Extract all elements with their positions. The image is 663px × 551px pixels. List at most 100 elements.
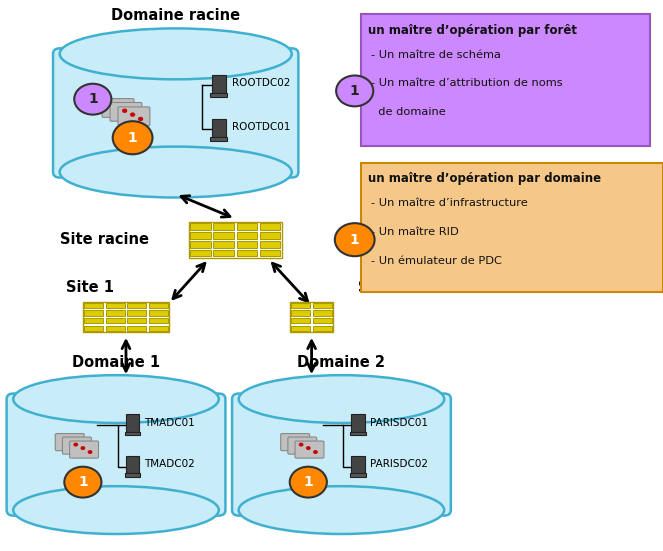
Bar [190,250,211,257]
FancyBboxPatch shape [70,441,99,458]
Text: - Un maître d’attribution de noms: - Un maître d’attribution de noms [371,78,563,88]
Bar [237,223,257,230]
Bar [106,310,125,316]
Text: - Un maître RID: - Un maître RID [371,227,459,237]
Circle shape [130,112,135,117]
Bar [213,223,234,230]
Circle shape [335,223,375,256]
Bar [149,326,168,331]
Text: Domaine 1: Domaine 1 [72,355,160,370]
FancyBboxPatch shape [110,102,142,121]
Text: 1: 1 [304,475,313,489]
Text: ROOTDC02: ROOTDC02 [232,78,290,88]
Text: TMADC02: TMADC02 [145,460,196,469]
Bar [84,310,103,316]
Bar [290,302,333,332]
Circle shape [138,117,143,121]
Text: 1: 1 [350,84,359,98]
FancyBboxPatch shape [102,99,134,117]
FancyBboxPatch shape [361,14,650,146]
Circle shape [113,121,152,154]
Circle shape [74,84,111,115]
Bar [292,318,310,323]
Text: un maître d’opération par domaine: un maître d’opération par domaine [368,172,601,186]
Ellipse shape [13,486,219,534]
Circle shape [336,75,373,106]
FancyBboxPatch shape [361,163,663,292]
Bar [190,232,211,239]
Bar [260,223,280,230]
Bar [260,232,280,239]
Text: - Un maître d’infrastructure: - Un maître d’infrastructure [371,198,528,208]
Text: 1: 1 [350,233,359,247]
Bar [313,318,332,323]
Circle shape [64,467,101,498]
Bar [127,318,147,323]
Bar [351,414,365,432]
Circle shape [80,446,86,450]
Text: - Un maître de schéma: - Un maître de schéma [371,50,501,60]
Bar [350,473,366,477]
Bar [127,326,147,331]
Text: 1: 1 [78,475,88,489]
Ellipse shape [60,147,292,197]
Bar [260,241,280,247]
Bar [149,318,168,323]
Ellipse shape [239,375,444,423]
Bar [126,456,139,473]
Bar [189,222,282,258]
Bar [213,232,234,239]
Bar [213,250,234,257]
Text: TMADC01: TMADC01 [145,418,196,428]
Ellipse shape [13,375,219,423]
Bar [237,232,257,239]
Bar [83,302,169,332]
FancyBboxPatch shape [232,393,451,516]
Bar [213,241,234,247]
Text: ROOTDC01: ROOTDC01 [232,122,290,132]
Text: de domaine: de domaine [371,107,446,117]
FancyBboxPatch shape [53,48,298,177]
Bar [127,303,147,308]
Bar [292,326,310,331]
FancyBboxPatch shape [55,434,84,451]
Bar [313,310,332,316]
FancyBboxPatch shape [280,434,310,451]
Bar [210,137,227,141]
Text: Site 1: Site 1 [66,280,114,295]
FancyBboxPatch shape [7,393,225,516]
Bar [84,303,103,308]
Bar [126,414,139,432]
Bar [210,93,227,97]
Bar [149,310,168,316]
Bar [84,318,103,323]
Bar [351,456,365,473]
Bar [84,326,103,331]
Bar [125,431,141,435]
Bar [106,303,125,308]
Text: - Un émulateur de PDC: - Un émulateur de PDC [371,256,502,266]
Bar [106,318,125,323]
Bar [237,241,257,247]
Text: un maître d’opération par forêt: un maître d’opération par forêt [368,24,577,37]
Text: Domaine 2: Domaine 2 [298,355,385,370]
Bar [190,223,211,230]
Text: PARISDC02: PARISDC02 [370,460,428,469]
Bar [211,118,226,137]
Text: Domaine racine: Domaine racine [111,8,240,23]
Bar [350,431,366,435]
Bar [237,250,257,257]
Circle shape [290,467,327,498]
FancyBboxPatch shape [62,437,91,454]
FancyBboxPatch shape [118,107,150,126]
Text: 1: 1 [128,131,137,145]
Bar [211,74,226,93]
Bar [127,310,147,316]
FancyBboxPatch shape [295,441,324,458]
Bar [190,241,211,247]
Circle shape [74,442,78,446]
Bar [292,310,310,316]
Text: Site racine: Site racine [60,232,149,247]
Text: Site 2: Site 2 [358,280,406,295]
Ellipse shape [239,486,444,534]
